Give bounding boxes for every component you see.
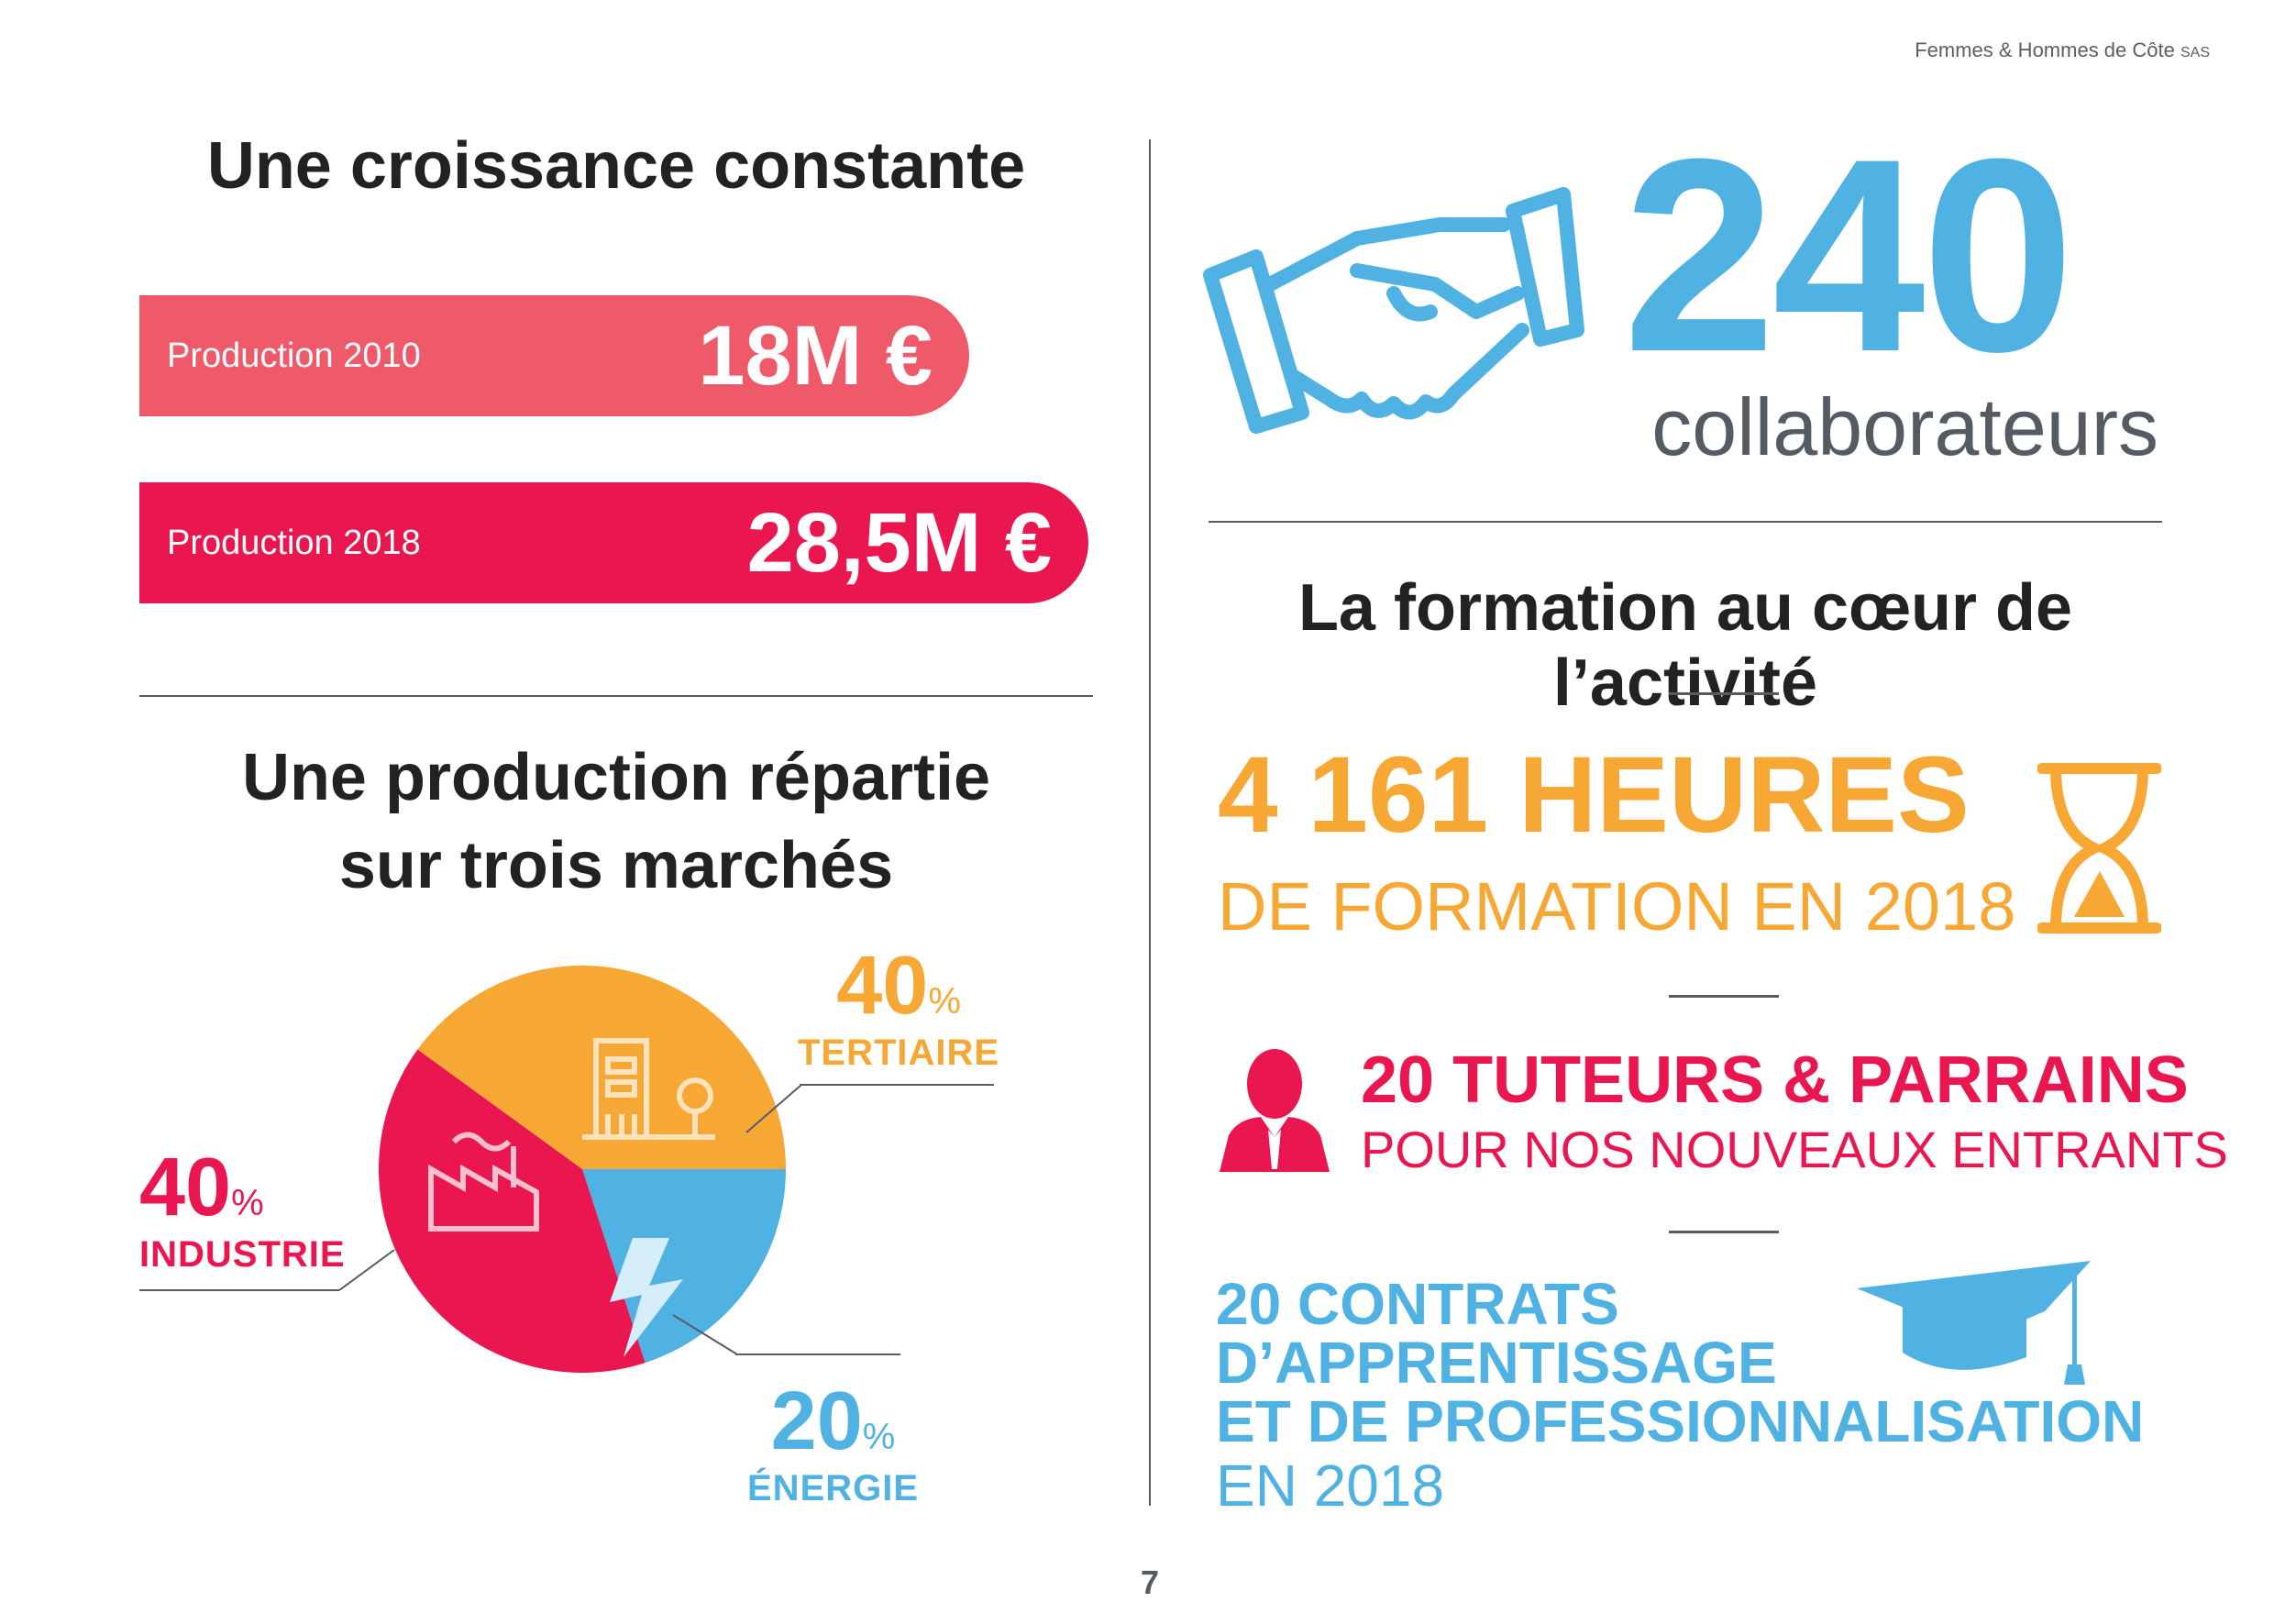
hours-label: DE FORMATION EN 2018: [1218, 868, 2016, 945]
tertiaire-label-group: 40% TERTIAIRE: [798, 945, 999, 1074]
industrie-label-group: 40% INDUSTRIE: [139, 1146, 346, 1276]
person-icon: [1220, 1049, 1330, 1172]
company-header: Femmes & Hommes de Côte SAS: [1915, 39, 2210, 62]
production-2018-value: 28,5M €: [746, 495, 1052, 590]
hourglass-icon: [2037, 763, 2161, 934]
handshake-icon: [1203, 187, 1584, 434]
tutors-value: 20 TUTEURS & PARRAINS: [1361, 1044, 2189, 1117]
contracts-year: EN 2018: [1216, 1453, 1445, 1519]
factory-icon: [428, 1132, 539, 1232]
industrie-label: INDUSTRIE: [139, 1234, 346, 1275]
graduation-cap-icon: [1857, 1261, 2091, 1385]
industrie-unit: %: [231, 1183, 264, 1223]
energie-pct: 20: [770, 1375, 863, 1467]
right-divider: [1209, 521, 2162, 523]
staff-label: collaborateurs: [1651, 381, 2158, 472]
lightning-icon: [610, 1238, 683, 1357]
staff-count: 240: [1623, 101, 2075, 409]
left-divider: [139, 695, 1093, 697]
tertiaire-label: TERTIAIRE: [798, 1033, 1000, 1073]
center-divider: [1149, 139, 1151, 1506]
hours-value: 4 161 HEURES: [1218, 735, 1970, 856]
energie-label: ÉNERGIE: [747, 1468, 920, 1508]
energie-label-group: 20% ÉNERGIE: [747, 1380, 919, 1509]
tertiaire-leader-diag: [745, 1084, 802, 1133]
contracts-line3: ET DE PROFESSIONNALISATION: [1216, 1388, 2145, 1454]
short-divider-3: [1669, 1231, 1779, 1233]
pie-slice-énergie: [582, 1169, 786, 1364]
industrie-pct: 40: [139, 1142, 232, 1233]
contracts-line2: D’APPRENTISSAGE: [1216, 1330, 1777, 1396]
energie-leader-line: [735, 1353, 900, 1355]
industrie-leader-diag: [338, 1249, 395, 1291]
energie-unit: %: [862, 1417, 896, 1457]
tertiaire-unit: %: [928, 981, 961, 1022]
tertiaire-leader-line: [800, 1084, 994, 1086]
contracts-line1: 20 CONTRATS: [1216, 1271, 1619, 1337]
markets-title-line1: Une production répartie: [241, 741, 991, 814]
production-2010-label: Production 2010: [167, 336, 421, 375]
markets-title-line2: sur trois marchés: [338, 829, 894, 902]
markets-title: Une production répartie sur trois marché…: [139, 734, 1093, 910]
industrie-leader-line: [139, 1289, 339, 1291]
tertiaire-pct: 40: [836, 940, 929, 1032]
production-2010-bar: Production 2010 18M €: [139, 295, 969, 416]
company-suffix: SAS: [2180, 45, 2210, 61]
short-divider-2: [1669, 995, 1779, 998]
energie-leader-diag: [672, 1314, 738, 1355]
tutors-label: POUR NOS NOUVEAUX ENTRANTS: [1361, 1121, 2228, 1178]
page-number: 7: [1140, 1563, 1160, 1601]
short-divider-1: [1669, 692, 1779, 695]
building-icon: [582, 1038, 715, 1140]
pie-slice-industrie: [379, 1049, 646, 1373]
production-2018-bar: Production 2018 28,5M €: [139, 482, 1088, 603]
production-2018-label: Production 2018: [167, 523, 421, 562]
training-title: La formation au cœur de l’activité: [1297, 571, 2073, 720]
company-name: Femmes & Hommes de Côte: [1915, 39, 2175, 61]
contracts-block: 20 CONTRATS D’APPRENTISSAGE ET DE PROFES…: [1216, 1275, 2144, 1451]
growth-title: Une croissance constante: [206, 129, 1026, 203]
production-2010-value: 18M €: [698, 308, 933, 403]
markets-pie-chart: [379, 966, 786, 1373]
